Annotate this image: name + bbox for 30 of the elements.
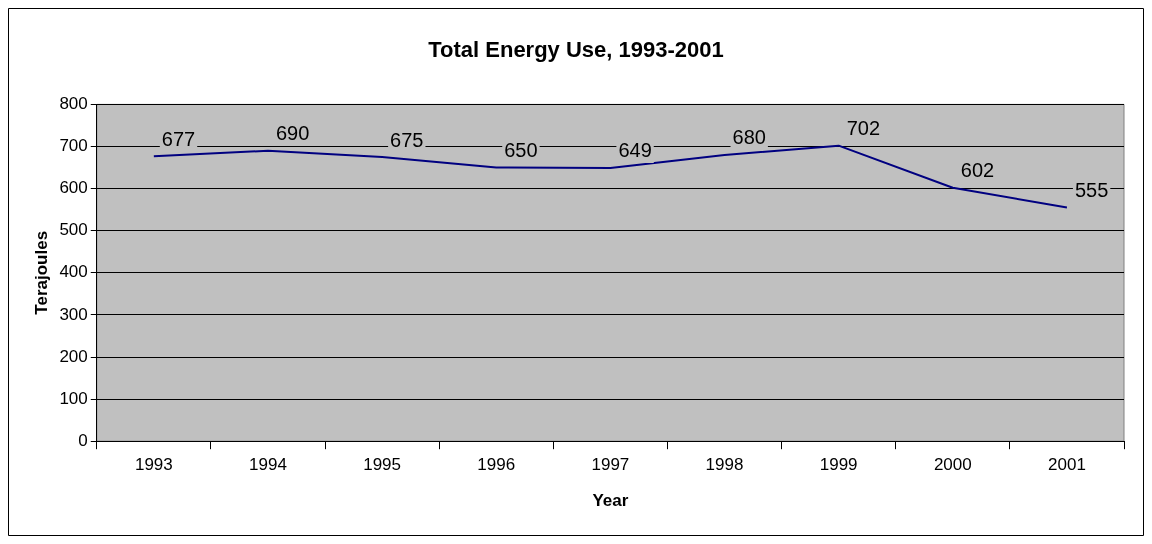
y-tick-label: 0 bbox=[78, 430, 88, 450]
x-tick-label: 1998 bbox=[705, 455, 744, 475]
data-label: 677 bbox=[161, 127, 196, 150]
data-label: 650 bbox=[504, 139, 538, 162]
y-tick-label: 300 bbox=[59, 304, 88, 324]
x-tick-label: 1994 bbox=[249, 455, 287, 475]
x-tick-label: 1995 bbox=[363, 455, 402, 475]
y-tick-label: 200 bbox=[59, 346, 88, 366]
data-label: 649 bbox=[618, 139, 652, 162]
y-axis-title: Terajoules bbox=[31, 230, 51, 315]
data-label: 680 bbox=[732, 126, 766, 149]
x-tick-label: 2000 bbox=[933, 455, 972, 475]
y-tick-label: 500 bbox=[59, 220, 88, 240]
data-label: 690 bbox=[275, 122, 310, 145]
x-tick-label: 2001 bbox=[1048, 455, 1086, 475]
y-tick-label: 600 bbox=[59, 178, 88, 198]
x-tick-label: 1993 bbox=[134, 455, 173, 475]
x-tick-label: 1999 bbox=[819, 455, 858, 475]
y-tick-label: 800 bbox=[59, 94, 88, 114]
chart-title: Total Energy Use, 1993-2001 bbox=[428, 37, 724, 63]
y-tick-label: 700 bbox=[59, 136, 88, 156]
x-tick-label: 1997 bbox=[591, 455, 630, 475]
x-axis-title: Year bbox=[592, 491, 629, 511]
data-label: 602 bbox=[960, 159, 995, 182]
y-tick-label: 100 bbox=[59, 388, 88, 408]
y-tick-label: 400 bbox=[59, 262, 88, 282]
x-tick-label: 1996 bbox=[477, 455, 516, 475]
data-label: 555 bbox=[1074, 179, 1109, 202]
data-label: 702 bbox=[846, 117, 881, 140]
data-label: 675 bbox=[390, 128, 424, 151]
